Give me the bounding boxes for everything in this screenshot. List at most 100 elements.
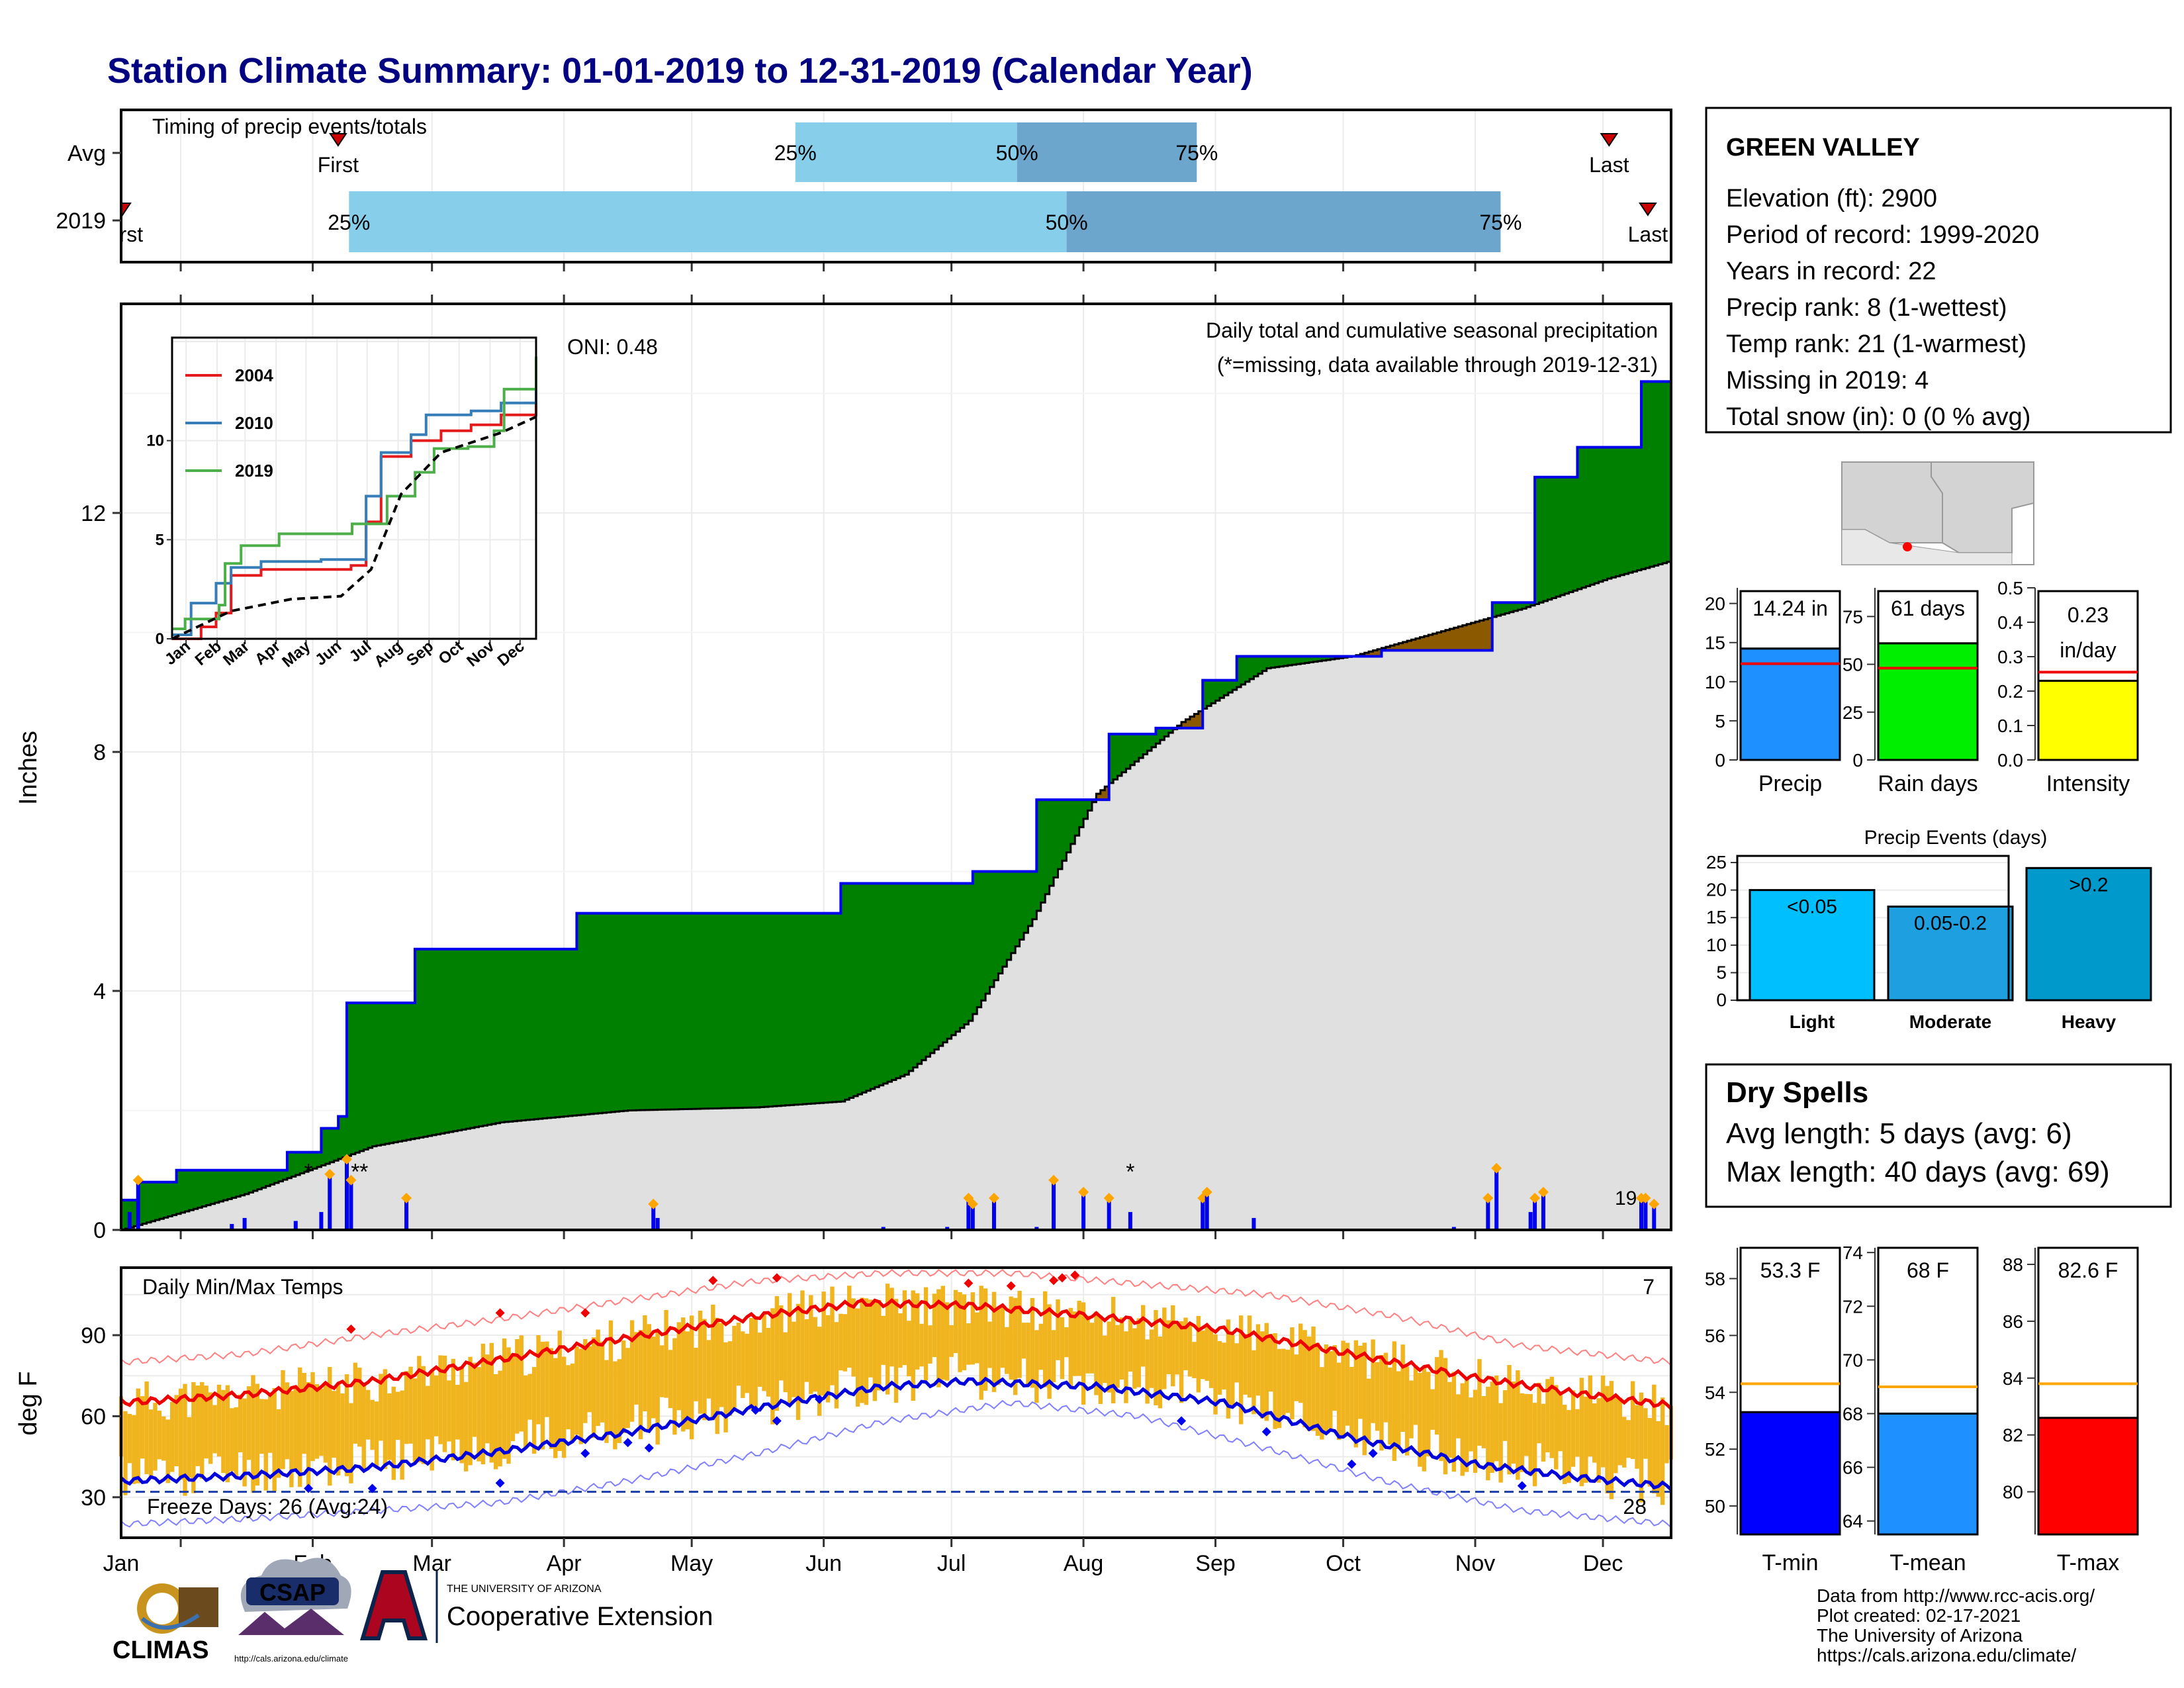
surplus-band [1083,800,1089,820]
daily-temp-bar [1073,1311,1077,1376]
record-high-marker [1070,1270,1080,1280]
daily-precip-bar [1205,1194,1209,1230]
surplus-band [316,1152,322,1167]
surplus-band [1015,871,1021,947]
surplus-band [828,913,833,1103]
surplus-band [414,949,420,1139]
timing-bar-q2 [1017,122,1197,182]
surplus-band [551,949,556,1118]
csap-logo: CSAP http://cals.arizona.edu/climate [234,1558,351,1664]
surplus-band [163,1182,169,1218]
surplus-band [1317,656,1323,661]
daily-temp-bar [745,1333,750,1393]
surplus-band [627,913,633,1111]
surplus-band [500,949,505,1123]
daily-temp-bar [336,1382,341,1476]
temp-bar-tick-label: 82 [2003,1425,2023,1446]
surplus-band [1002,871,1007,967]
temp-bar-tick-label: 72 [1843,1296,1863,1317]
daily-temp-bar [1124,1331,1128,1403]
mini-bar-tick-label: 0.1 [1997,716,2023,736]
daily-temp-bar [860,1297,864,1403]
daily-temp-bar [1451,1372,1457,1472]
events-ytick-label: 20 [1706,880,1727,900]
station-info-box: GREEN VALLEY Elevation (ft): 2900 Period … [1705,107,2172,434]
daily-temp-bar [1056,1299,1060,1360]
daily-temp-bar [1626,1420,1631,1458]
ua-logo: THE UNIVERSITY OF ARIZONA Cooperative Ex… [359,1570,713,1643]
month-label: Oct [1326,1551,1361,1576]
daily-temp-bar [685,1331,690,1430]
surplus-band [1275,656,1280,667]
daily-temp-bar [1251,1350,1256,1415]
daily-temp-bar [813,1317,817,1392]
daily-temp-bar [864,1298,869,1405]
surplus-band [410,1003,416,1139]
daily-temp-bar [911,1290,915,1401]
surplus-band [1283,656,1289,666]
daily-temp-bar [868,1299,873,1378]
record-high-marker [1049,1276,1059,1286]
surplus-band [1662,381,1668,563]
daily-temp-bar [442,1355,447,1452]
temp-bar-tick-label: 54 [1705,1382,1725,1403]
daily-record-marker [1649,1198,1660,1209]
daily-temp-bar [1060,1317,1065,1380]
mini-bar-name-0: Precip [1758,771,1822,796]
mini-bar-tick-label: 25 [1843,702,1863,723]
missing-data-marker: * [1126,1160,1134,1185]
surplus-band [172,1182,177,1215]
daily-temp-bar [855,1308,860,1407]
surplus-band [1296,656,1301,665]
deficit-band [1428,635,1433,651]
surplus-band [555,949,561,1117]
daily-record-marker [1537,1186,1549,1197]
deficit-band [1377,649,1383,657]
surplus-band [1036,800,1042,912]
daily-record-marker [1048,1174,1060,1186]
daily-temp-bar [1255,1324,1261,1396]
daily-temp-bar [396,1391,400,1440]
daily-temp-bar [1341,1340,1345,1438]
daily-temp-bar [987,1321,992,1368]
daily-temp-bar [1418,1372,1422,1467]
surplus-band [1024,871,1029,933]
month-label: Mar [412,1551,451,1576]
daily-temp-bar [1439,1350,1443,1462]
daily-temp-bar [515,1338,520,1434]
daily-temp-bar [536,1335,541,1425]
surplus-band [1615,447,1621,577]
daily-temp-bar [681,1317,686,1432]
daily-temp-bar [796,1303,801,1420]
surplus-band [764,913,769,1107]
surplus-band [615,913,620,1112]
daily-temp-bar [1494,1376,1499,1462]
daily-temp-bar [1000,1307,1005,1368]
surplus-band [747,913,752,1108]
surplus-band [602,913,608,1113]
daily-temp-bar [485,1354,490,1444]
surplus-band [504,949,510,1122]
daily-temp-bar [480,1343,486,1465]
dry-spells-max: Max length: 40 days (avg: 69) [1726,1156,2110,1188]
daily-temp-bar [1051,1330,1056,1383]
first-event-marker [329,133,347,147]
surplus-band [806,913,811,1104]
daily-precip-bar [242,1217,247,1230]
daily-temp-bar [578,1348,584,1444]
daily-record-marker [1529,1192,1541,1203]
deficit-band [1364,653,1369,657]
surplus-band [1019,871,1024,940]
surplus-band [436,949,441,1135]
surplus-band [1203,680,1208,709]
daily-temp-bar [540,1341,545,1450]
daily-record-marker [1640,1192,1651,1203]
record-high-marker [580,1308,590,1318]
daily-temp-bar [289,1391,294,1487]
mini-bar-unit-2: in/day [2060,638,2116,662]
surplus-band [696,913,701,1109]
surplus-band [1322,656,1327,661]
missing-data-marker: * [304,1160,312,1185]
deficit-band [1385,647,1390,651]
daily-precip-bar [136,1182,140,1230]
